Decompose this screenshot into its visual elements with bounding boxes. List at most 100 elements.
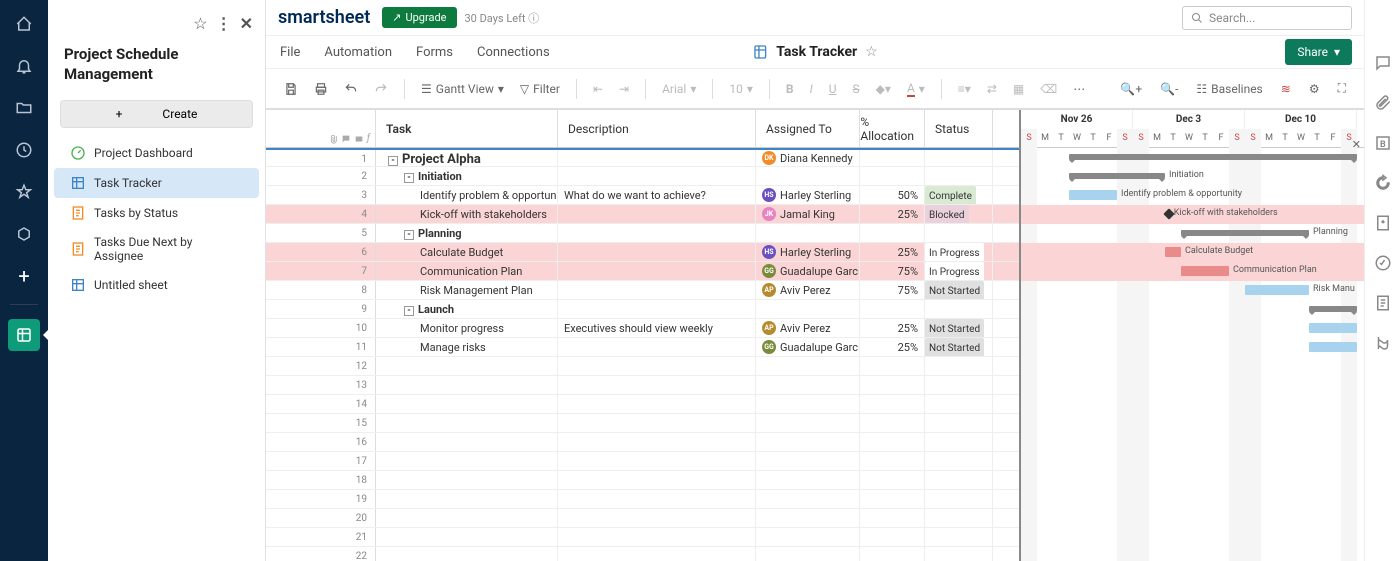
- menu-forms[interactable]: Forms: [416, 45, 453, 60]
- wrap-icon[interactable]: ⇄: [981, 78, 1003, 100]
- table-row[interactable]: 4Kick-off with stakeholdersJKJamal King2…: [266, 205, 1019, 224]
- cell-description[interactable]: What do we want to achieve?: [558, 186, 756, 204]
- sidebar-item[interactable]: Tasks Due Next by Assignee: [54, 228, 259, 270]
- row-number[interactable]: 20: [266, 509, 376, 527]
- cell-assigned[interactable]: GGGuadalupe Garcia: [756, 338, 860, 356]
- cell-assigned[interactable]: [756, 433, 860, 451]
- cell-task[interactable]: [376, 547, 558, 561]
- cell-description[interactable]: [558, 376, 756, 394]
- cell-assigned[interactable]: [756, 300, 860, 318]
- filter-button[interactable]: ▽ Filter: [514, 78, 566, 100]
- cell-allocation[interactable]: [860, 150, 925, 166]
- col-allocation[interactable]: % Allocation: [860, 110, 925, 147]
- cell-allocation[interactable]: [860, 452, 925, 470]
- cell-assigned[interactable]: HSHarley Sterling: [756, 186, 860, 204]
- cell-task[interactable]: [376, 509, 558, 527]
- cell-description[interactable]: [558, 471, 756, 489]
- panel-close-icon[interactable]: ✕: [240, 14, 253, 33]
- col-description[interactable]: Description: [558, 110, 756, 147]
- cell-allocation[interactable]: [860, 547, 925, 561]
- format-icon[interactable]: ▦: [1007, 78, 1030, 100]
- sidebar-item[interactable]: Untitled sheet: [54, 270, 259, 300]
- cell-task[interactable]: [376, 376, 558, 394]
- cell-task[interactable]: [376, 395, 558, 413]
- share-button[interactable]: Share ▾: [1285, 39, 1352, 65]
- cell-description[interactable]: [558, 509, 756, 527]
- gantt-body[interactable]: InitiationIdentify problem & opportunity…: [1021, 148, 1364, 561]
- cell-status[interactable]: [925, 167, 993, 185]
- cell-description[interactable]: [558, 224, 756, 242]
- cell-status[interactable]: [925, 471, 993, 489]
- row-number[interactable]: 11: [266, 338, 376, 356]
- cell-assigned[interactable]: DKDiana Kennedy: [756, 150, 860, 166]
- cell-description[interactable]: [558, 490, 756, 508]
- table-row[interactable]: 8Risk Management PlanAPAviv Perez75%Not …: [266, 281, 1019, 300]
- table-row[interactable]: 6Calculate BudgetHSHarley Sterling25%In …: [266, 243, 1019, 262]
- clock-icon[interactable]: [10, 136, 38, 164]
- active-sheet-icon[interactable]: [8, 319, 40, 351]
- font-selector[interactable]: Arial ▾: [656, 78, 702, 100]
- clear-format-icon[interactable]: ⌫: [1034, 78, 1063, 100]
- row-number[interactable]: 4: [266, 205, 376, 223]
- table-row[interactable]: 11Manage risksGGGuadalupe Garcia25%Not S…: [266, 338, 1019, 357]
- cell-allocation[interactable]: 25%: [860, 205, 925, 223]
- bold-icon[interactable]: B: [780, 78, 800, 100]
- cell-status[interactable]: In Progress: [925, 262, 993, 280]
- row-number[interactable]: 16: [266, 433, 376, 451]
- cell-assigned[interactable]: [756, 547, 860, 561]
- cell-task[interactable]: -Planning: [376, 224, 558, 242]
- redo-icon[interactable]: [368, 78, 394, 100]
- menu-file[interactable]: File: [280, 45, 300, 60]
- conversations-icon[interactable]: [1374, 54, 1392, 72]
- cell-assigned[interactable]: [756, 414, 860, 432]
- table-row[interactable]: 2-Initiation: [266, 167, 1019, 186]
- row-number[interactable]: 12: [266, 357, 376, 375]
- expand-toggle[interactable]: -: [404, 173, 414, 183]
- cell-assigned[interactable]: APAviv Perez: [756, 319, 860, 337]
- cell-assigned[interactable]: [756, 376, 860, 394]
- row-number[interactable]: 3: [266, 186, 376, 204]
- cell-assigned[interactable]: GGGuadalupe Garcia: [756, 262, 860, 280]
- cell-status[interactable]: [925, 414, 993, 432]
- cell-description[interactable]: [558, 150, 756, 166]
- row-number[interactable]: 8: [266, 281, 376, 299]
- row-number[interactable]: 18: [266, 471, 376, 489]
- plus-icon[interactable]: +: [10, 262, 38, 290]
- gantt-bar[interactable]: [1069, 154, 1357, 160]
- gantt-bar[interactable]: [1309, 323, 1357, 333]
- cell-status[interactable]: [925, 224, 993, 242]
- gantt-bar[interactable]: [1309, 306, 1357, 312]
- cell-allocation[interactable]: 25%: [860, 319, 925, 337]
- cell-status[interactable]: Blocked: [925, 205, 993, 223]
- cell-description[interactable]: [558, 433, 756, 451]
- update-requests-icon[interactable]: [1374, 174, 1392, 192]
- app-icon[interactable]: [10, 220, 38, 248]
- table-row[interactable]: 12: [266, 357, 1019, 376]
- cell-assigned[interactable]: [756, 509, 860, 527]
- cell-task[interactable]: [376, 433, 558, 451]
- cell-status[interactable]: [925, 528, 993, 546]
- expand-toggle[interactable]: -: [404, 230, 414, 240]
- cell-allocation[interactable]: [860, 224, 925, 242]
- table-row[interactable]: 5-Planning: [266, 224, 1019, 243]
- zoom-in-icon[interactable]: 🔍+: [1114, 78, 1148, 100]
- create-button[interactable]: + Create: [60, 100, 253, 128]
- gantt-bar[interactable]: [1245, 285, 1309, 295]
- summary-icon[interactable]: [1374, 294, 1392, 312]
- cell-task[interactable]: Risk Management Plan: [376, 281, 558, 299]
- table-row[interactable]: 1-Project AlphaDKDiana Kennedy: [266, 148, 1019, 167]
- sidebar-item[interactable]: Tasks by Status: [54, 198, 259, 228]
- menu-automation[interactable]: Automation: [324, 45, 392, 60]
- strike-icon[interactable]: S: [847, 78, 866, 100]
- cell-allocation[interactable]: [860, 395, 925, 413]
- cell-description[interactable]: [558, 281, 756, 299]
- table-row[interactable]: 16: [266, 433, 1019, 452]
- row-number[interactable]: 19: [266, 490, 376, 508]
- col-assigned[interactable]: Assigned To: [756, 110, 860, 147]
- table-row[interactable]: 18: [266, 471, 1019, 490]
- cell-allocation[interactable]: [860, 528, 925, 546]
- cell-assigned[interactable]: [756, 452, 860, 470]
- cell-task[interactable]: -Project Alpha: [376, 150, 558, 166]
- cell-status[interactable]: Not Started: [925, 338, 993, 356]
- cell-task[interactable]: -Launch: [376, 300, 558, 318]
